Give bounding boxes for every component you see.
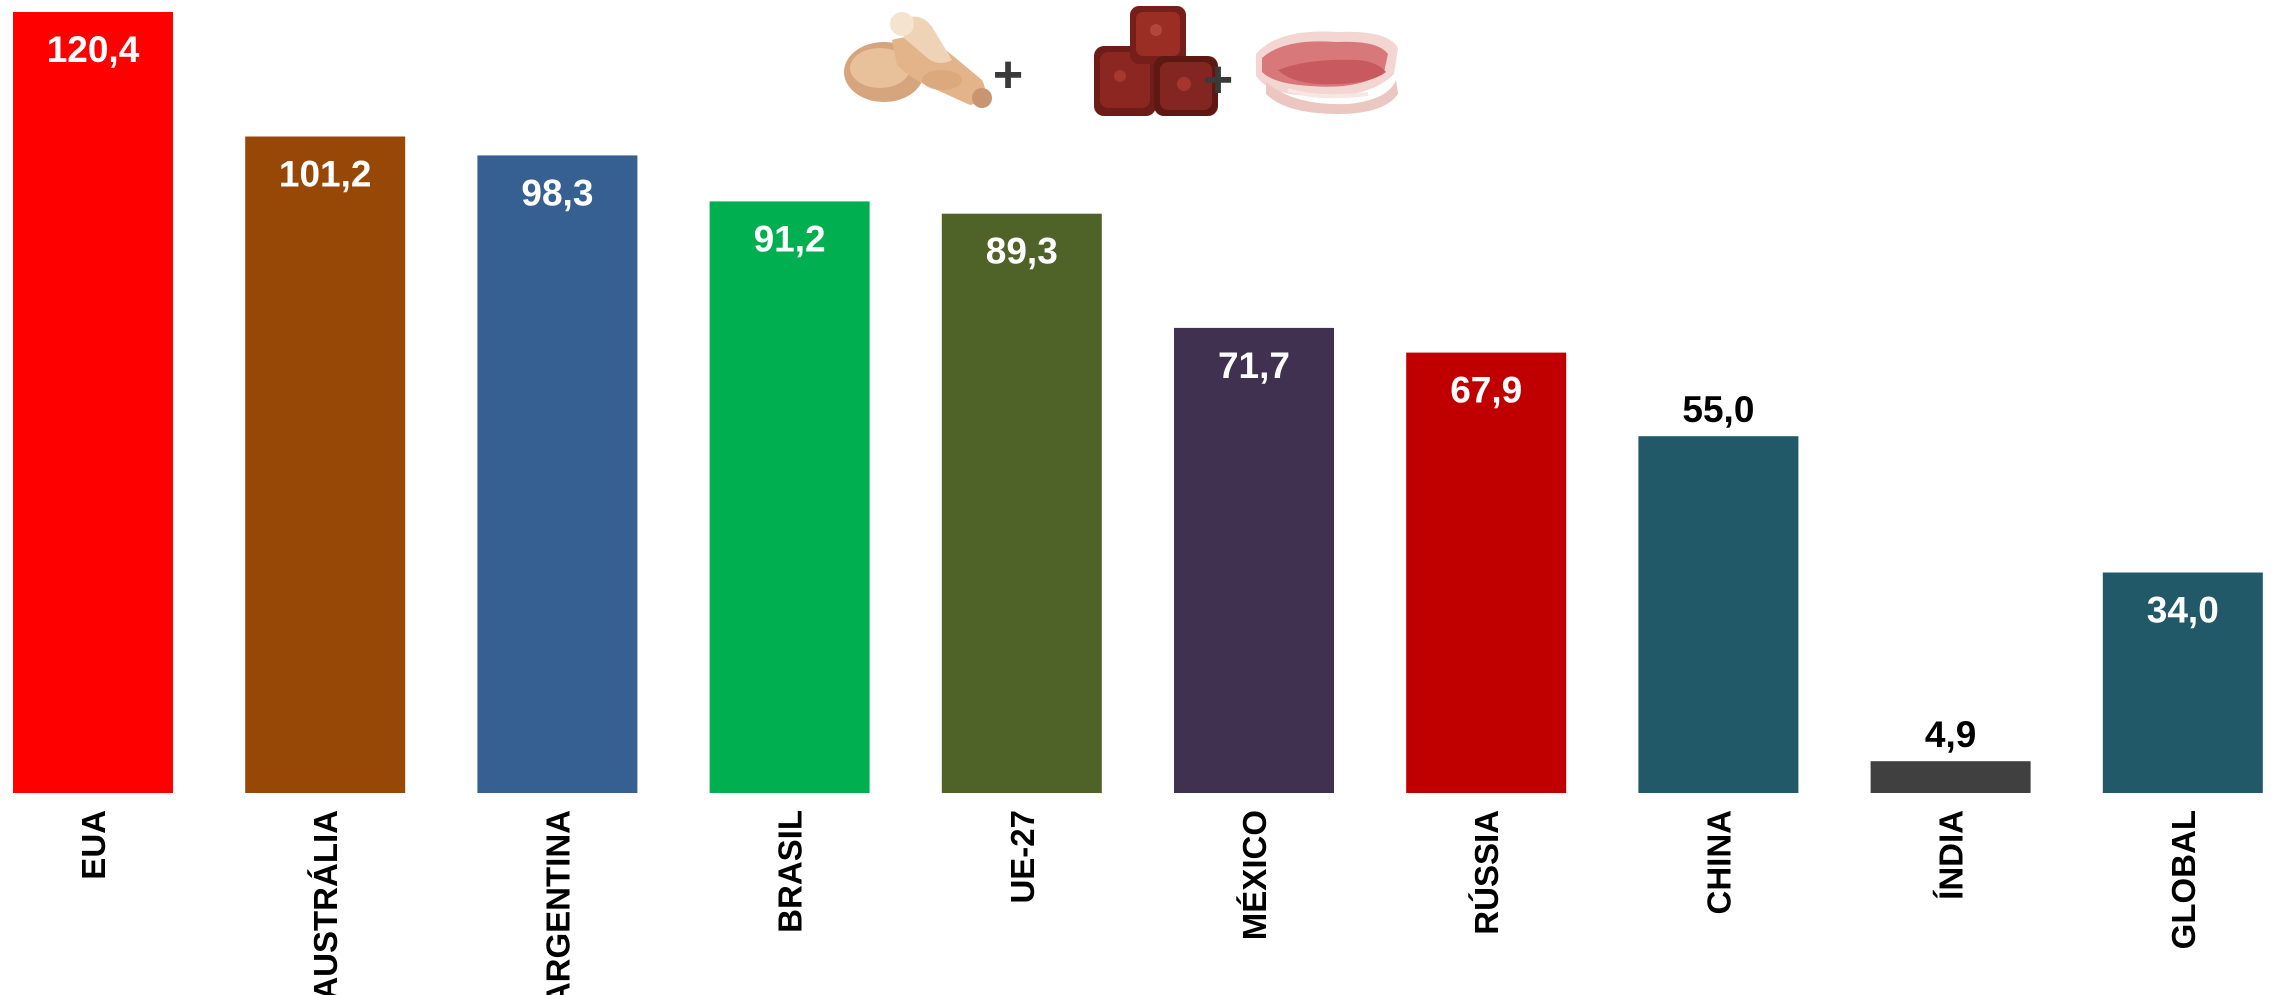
value-label-brasil: 91,2: [754, 218, 826, 259]
value-label-mexico: 71,7: [1218, 345, 1290, 386]
bar-india: [1870, 761, 2031, 793]
bar-brasil: [709, 201, 870, 793]
value-label-global: 34,0: [2147, 590, 2219, 631]
category-label-russia: RÚSSIA: [1468, 810, 1505, 935]
chicken-drumsticks-image: [844, 12, 992, 108]
value-label-india: 4,9: [1925, 714, 1976, 755]
value-label-eua: 120,4: [47, 29, 140, 70]
category-label-global: GLOBAL: [2165, 810, 2202, 949]
bar-ue-27: [941, 213, 1102, 793]
plus-sign: +: [993, 46, 1023, 104]
category-label-ue-27: UE-27: [1004, 810, 1041, 904]
x-axis-category-labels: EUA AUSTRÁLIA ARGENTINA BRASIL UE-27 MÉXICO RÚ…: [75, 810, 2202, 995]
category-label-brasil: BRASIL: [772, 810, 809, 933]
category-label-china: CHINA: [1700, 810, 1737, 915]
bar-mexico: [1174, 327, 1334, 793]
beef-cubes-image: [1094, 6, 1218, 116]
meat-images-header: + +: [844, 6, 1398, 116]
bar-russia: [1406, 352, 1567, 793]
category-label-mexico: MÉXICO: [1236, 810, 1273, 940]
bar-china: [1638, 436, 1799, 793]
bars-layer: [13, 12, 2263, 793]
bar-argentina: [477, 155, 638, 793]
bar-global: [2102, 572, 2263, 793]
value-label-china: 55,0: [1682, 389, 1754, 430]
category-label-australia: AUSTRÁLIA: [307, 810, 344, 995]
category-label-eua: EUA: [75, 810, 112, 880]
pork-chops-image: [1256, 31, 1398, 114]
bar-eua: [13, 12, 173, 793]
value-label-australia: 101,2: [279, 154, 372, 195]
category-label-argentina: ARGENTINA: [539, 810, 576, 995]
category-label-india: ÍNDIA: [1933, 810, 1970, 900]
bar-australia: [245, 136, 406, 793]
value-label-russia: 67,9: [1450, 370, 1522, 411]
plus-sign: +: [1203, 51, 1233, 109]
value-label-argentina: 98,3: [521, 172, 593, 213]
value-label-ue-27: 89,3: [986, 231, 1058, 272]
value-labels-layer: 120,4 101,2 98,3 91,2 89,3 71,7 67,9 55,0 4,9 34,…: [47, 29, 2219, 755]
